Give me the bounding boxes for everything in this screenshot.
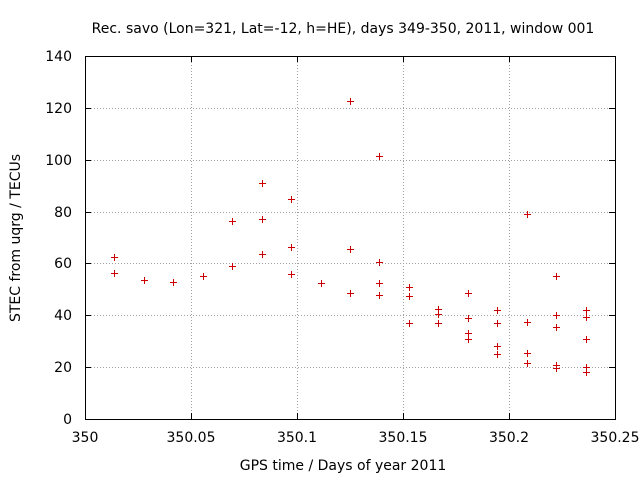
data-point xyxy=(494,307,501,314)
data-point xyxy=(259,216,266,223)
data-point xyxy=(141,277,148,284)
data-point xyxy=(111,270,118,277)
data-point xyxy=(583,369,590,376)
data-point xyxy=(583,314,590,321)
data-point xyxy=(435,311,442,318)
data-point xyxy=(170,279,177,286)
y-tick-label: 80 xyxy=(54,205,72,221)
data-point xyxy=(347,246,354,253)
axis-ticks xyxy=(85,56,616,420)
x-tick-labels: 350 350.05 350.1 350.15 350.2 350.25 xyxy=(72,430,640,446)
data-point xyxy=(318,280,325,287)
data-point xyxy=(524,360,531,367)
data-point xyxy=(524,211,531,218)
x-axis-label: GPS time / Days of year 2011 xyxy=(240,458,447,474)
data-point xyxy=(347,290,354,297)
data-point xyxy=(376,280,383,287)
data-point xyxy=(465,290,472,297)
grid-lines xyxy=(85,56,615,419)
data-point xyxy=(259,180,266,187)
data-point xyxy=(288,196,295,203)
data-point xyxy=(406,293,413,300)
y-tick-label: 20 xyxy=(54,360,72,376)
data-point xyxy=(229,218,236,225)
chart-title: Rec. savo (Lon=321, Lat=-12, h=HE), days… xyxy=(92,21,595,37)
x-tick-label: 350.1 xyxy=(277,430,317,446)
data-point xyxy=(524,319,531,326)
data-points xyxy=(111,98,590,376)
data-point xyxy=(553,365,560,372)
x-tick-label: 350 xyxy=(72,430,99,446)
x-tick-label: 350.25 xyxy=(591,430,640,446)
data-point xyxy=(553,273,560,280)
data-point xyxy=(465,336,472,343)
data-point xyxy=(583,307,590,314)
data-point xyxy=(347,98,354,105)
y-tick-labels: 0 20 40 60 80 100 120 140 xyxy=(45,49,72,428)
data-point xyxy=(583,336,590,343)
data-point xyxy=(288,271,295,278)
y-tick-label: 0 xyxy=(63,412,72,428)
data-point xyxy=(494,320,501,327)
data-point xyxy=(524,350,531,357)
data-point xyxy=(494,343,501,350)
y-axis-label: STEC from uqrg / TECUs xyxy=(8,154,24,322)
y-tick-label: 60 xyxy=(54,256,72,272)
data-point xyxy=(435,320,442,327)
data-point xyxy=(229,263,236,270)
x-tick-label: 350.15 xyxy=(379,430,428,446)
y-tick-label: 140 xyxy=(45,49,72,65)
data-point xyxy=(465,330,472,337)
data-point xyxy=(111,254,118,261)
y-tick-label: 40 xyxy=(54,308,72,324)
data-point xyxy=(259,251,266,258)
plot-frame xyxy=(85,56,616,420)
data-point xyxy=(406,320,413,327)
y-tick-label: 100 xyxy=(45,153,72,169)
x-tick-label: 350.05 xyxy=(167,430,216,446)
y-tick-label: 120 xyxy=(45,101,72,117)
data-point xyxy=(288,244,295,251)
data-point xyxy=(376,153,383,160)
data-point xyxy=(553,324,560,331)
data-point xyxy=(494,351,501,358)
data-point xyxy=(200,273,207,280)
data-point xyxy=(465,315,472,322)
data-point xyxy=(406,284,413,291)
data-point xyxy=(376,292,383,299)
x-tick-label: 350.2 xyxy=(489,430,529,446)
data-point xyxy=(376,259,383,266)
data-point xyxy=(553,312,560,319)
